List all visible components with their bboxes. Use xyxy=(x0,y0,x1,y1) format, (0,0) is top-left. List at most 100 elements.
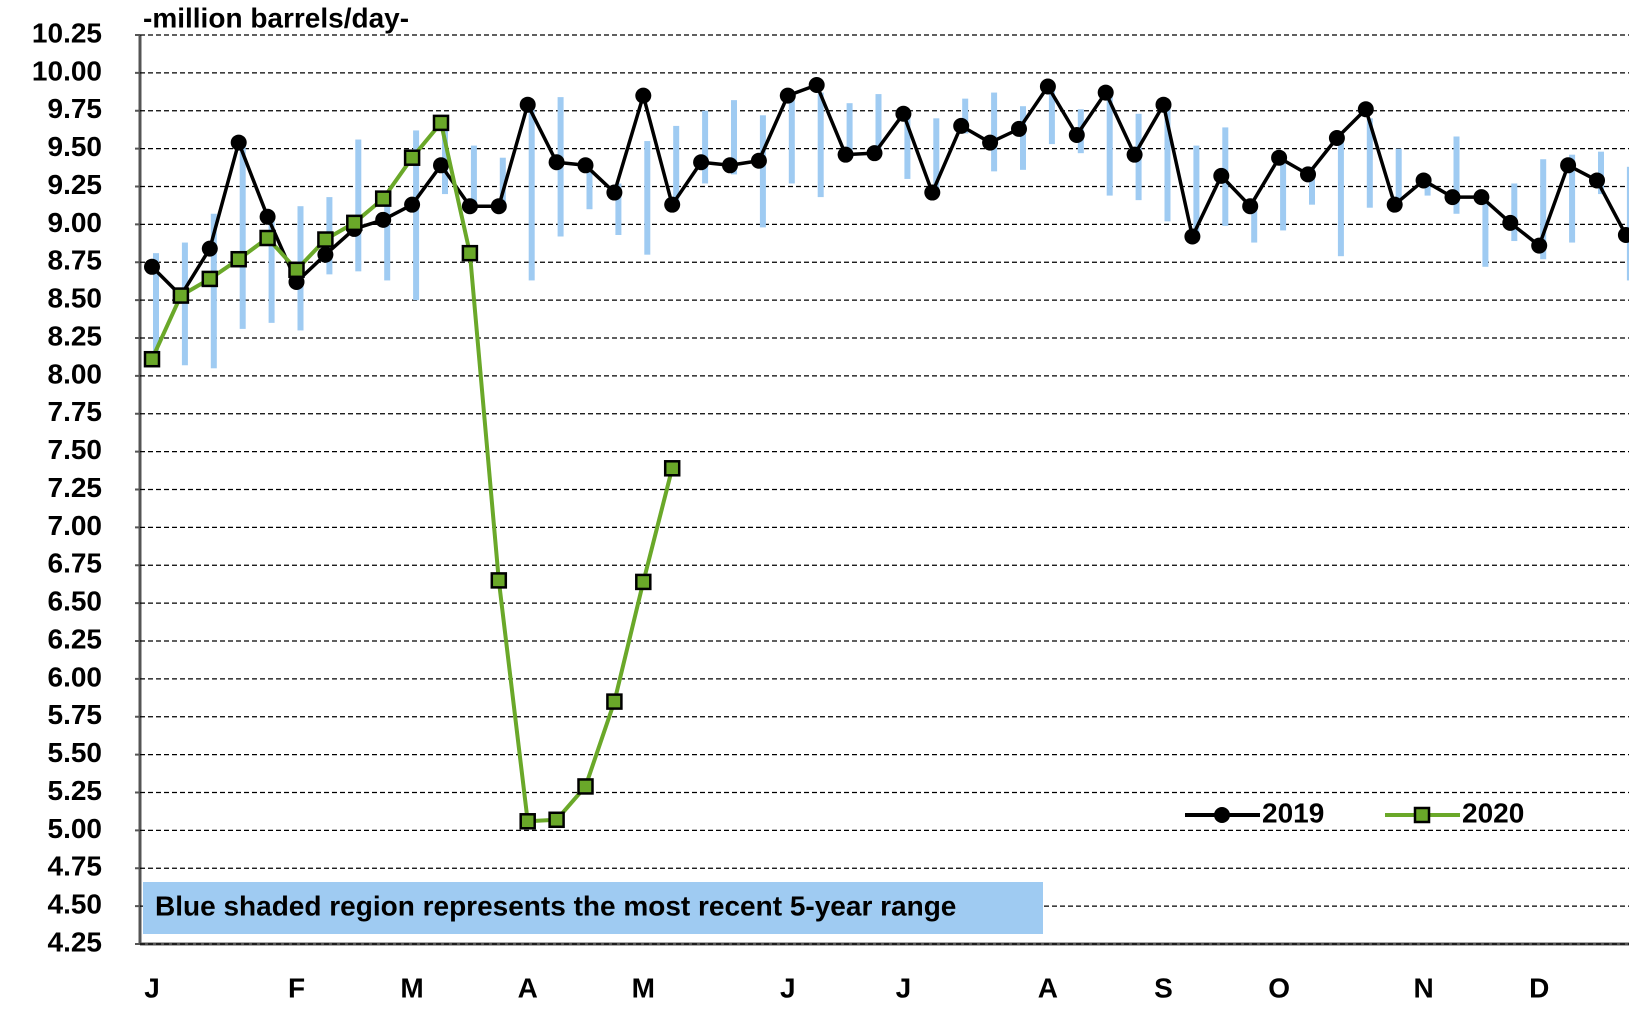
y-tick-label: 9.00 xyxy=(48,207,103,238)
x-tick-label: J xyxy=(896,972,912,1003)
range-bar xyxy=(210,213,217,369)
range-bar xyxy=(1020,106,1026,170)
x-tick-label: J xyxy=(144,972,160,1003)
marker xyxy=(953,117,970,134)
range-bar xyxy=(962,98,969,134)
range-bar xyxy=(499,157,506,207)
marker xyxy=(606,184,623,201)
range-bar xyxy=(702,110,709,184)
range-bar xyxy=(1193,145,1200,235)
range-bar xyxy=(528,104,535,281)
marker xyxy=(693,154,710,171)
y-tick-label: 4.75 xyxy=(48,851,103,882)
range-bar xyxy=(239,144,246,329)
y-tick-label: 7.25 xyxy=(48,472,103,503)
marker xyxy=(374,190,392,207)
x-tick-label: A xyxy=(1038,972,1058,1003)
range-bar xyxy=(268,216,275,323)
range-bar xyxy=(1251,204,1258,243)
marker xyxy=(490,198,507,215)
range-bar xyxy=(933,118,940,195)
range-bar xyxy=(153,253,159,358)
range-bar xyxy=(1511,183,1518,242)
x-tick-label: M xyxy=(400,972,423,1003)
marker xyxy=(1300,166,1316,183)
range-bar xyxy=(1048,86,1055,145)
marker xyxy=(1184,228,1201,245)
marker xyxy=(1589,172,1605,189)
marker xyxy=(259,208,276,225)
range-bar xyxy=(1164,103,1171,222)
range-bar xyxy=(586,163,593,210)
marker xyxy=(432,114,450,132)
y-tick-label: 4.25 xyxy=(48,926,103,957)
marker xyxy=(201,240,218,257)
marker xyxy=(577,778,594,795)
marker xyxy=(172,287,190,304)
marker xyxy=(317,231,334,248)
marker xyxy=(1068,126,1085,143)
range-bar xyxy=(904,113,911,179)
x-tick-label: M xyxy=(632,972,655,1003)
y-tick-label: 6.50 xyxy=(48,586,103,617)
marker xyxy=(1213,167,1230,184)
x-tick-label: J xyxy=(780,972,796,1003)
marker xyxy=(259,229,276,247)
y-tick-label: 8.75 xyxy=(48,245,103,276)
marker xyxy=(403,149,421,166)
y-tick-label: 10.00 xyxy=(32,55,102,86)
marker xyxy=(1011,120,1027,137)
legend-marker xyxy=(1413,806,1431,824)
range-bar xyxy=(673,125,680,202)
marker xyxy=(201,270,219,288)
marker xyxy=(375,211,392,228)
marker xyxy=(924,184,941,201)
marker xyxy=(1328,130,1345,147)
x-tick-label: D xyxy=(1529,972,1549,1003)
range-bar xyxy=(181,242,188,366)
range-bar xyxy=(788,100,795,184)
y-tick-label: 6.00 xyxy=(48,661,103,692)
marker xyxy=(1126,146,1143,163)
range-bar xyxy=(1540,159,1547,260)
marker xyxy=(722,157,738,174)
marker xyxy=(1242,198,1259,215)
annotation: Blue shaded region represents the most r… xyxy=(155,890,956,921)
marker xyxy=(317,246,334,263)
marker xyxy=(548,811,565,829)
range-bar xyxy=(817,92,824,198)
marker xyxy=(895,105,912,122)
marker xyxy=(635,87,652,104)
marker xyxy=(808,76,825,93)
marker xyxy=(1155,96,1172,113)
y-tick-label: 7.50 xyxy=(48,434,103,465)
marker xyxy=(1386,196,1403,213)
x-tick-label: N xyxy=(1413,972,1433,1003)
y-tick-label: 6.25 xyxy=(48,623,103,654)
range-bar xyxy=(1106,92,1113,196)
range-bar xyxy=(1598,151,1604,195)
y-tick-label: 9.25 xyxy=(48,169,103,200)
marker xyxy=(663,460,681,477)
marker xyxy=(1617,226,1629,243)
range-bar xyxy=(846,103,853,152)
y-tick-label: 8.00 xyxy=(48,358,103,389)
range-bar xyxy=(991,92,998,172)
series-line xyxy=(150,83,1628,298)
marker xyxy=(1560,157,1577,174)
range-bar xyxy=(875,94,882,155)
marker xyxy=(144,258,160,275)
y-tick-label: 5.75 xyxy=(48,699,103,730)
marker xyxy=(1271,149,1288,166)
y-tick-label: 6.75 xyxy=(48,548,103,579)
marker xyxy=(519,813,536,830)
range-bar xyxy=(1424,180,1431,196)
y-tick-label: 4.50 xyxy=(48,889,103,920)
x-tick-label: O xyxy=(1268,972,1290,1003)
y-tick-label: 8.50 xyxy=(48,283,103,314)
x-tick-label: S xyxy=(1154,972,1173,1003)
marker xyxy=(461,198,478,215)
marker xyxy=(519,96,536,113)
y-tick-label: 8.25 xyxy=(48,320,103,351)
range-bar xyxy=(1337,134,1344,257)
